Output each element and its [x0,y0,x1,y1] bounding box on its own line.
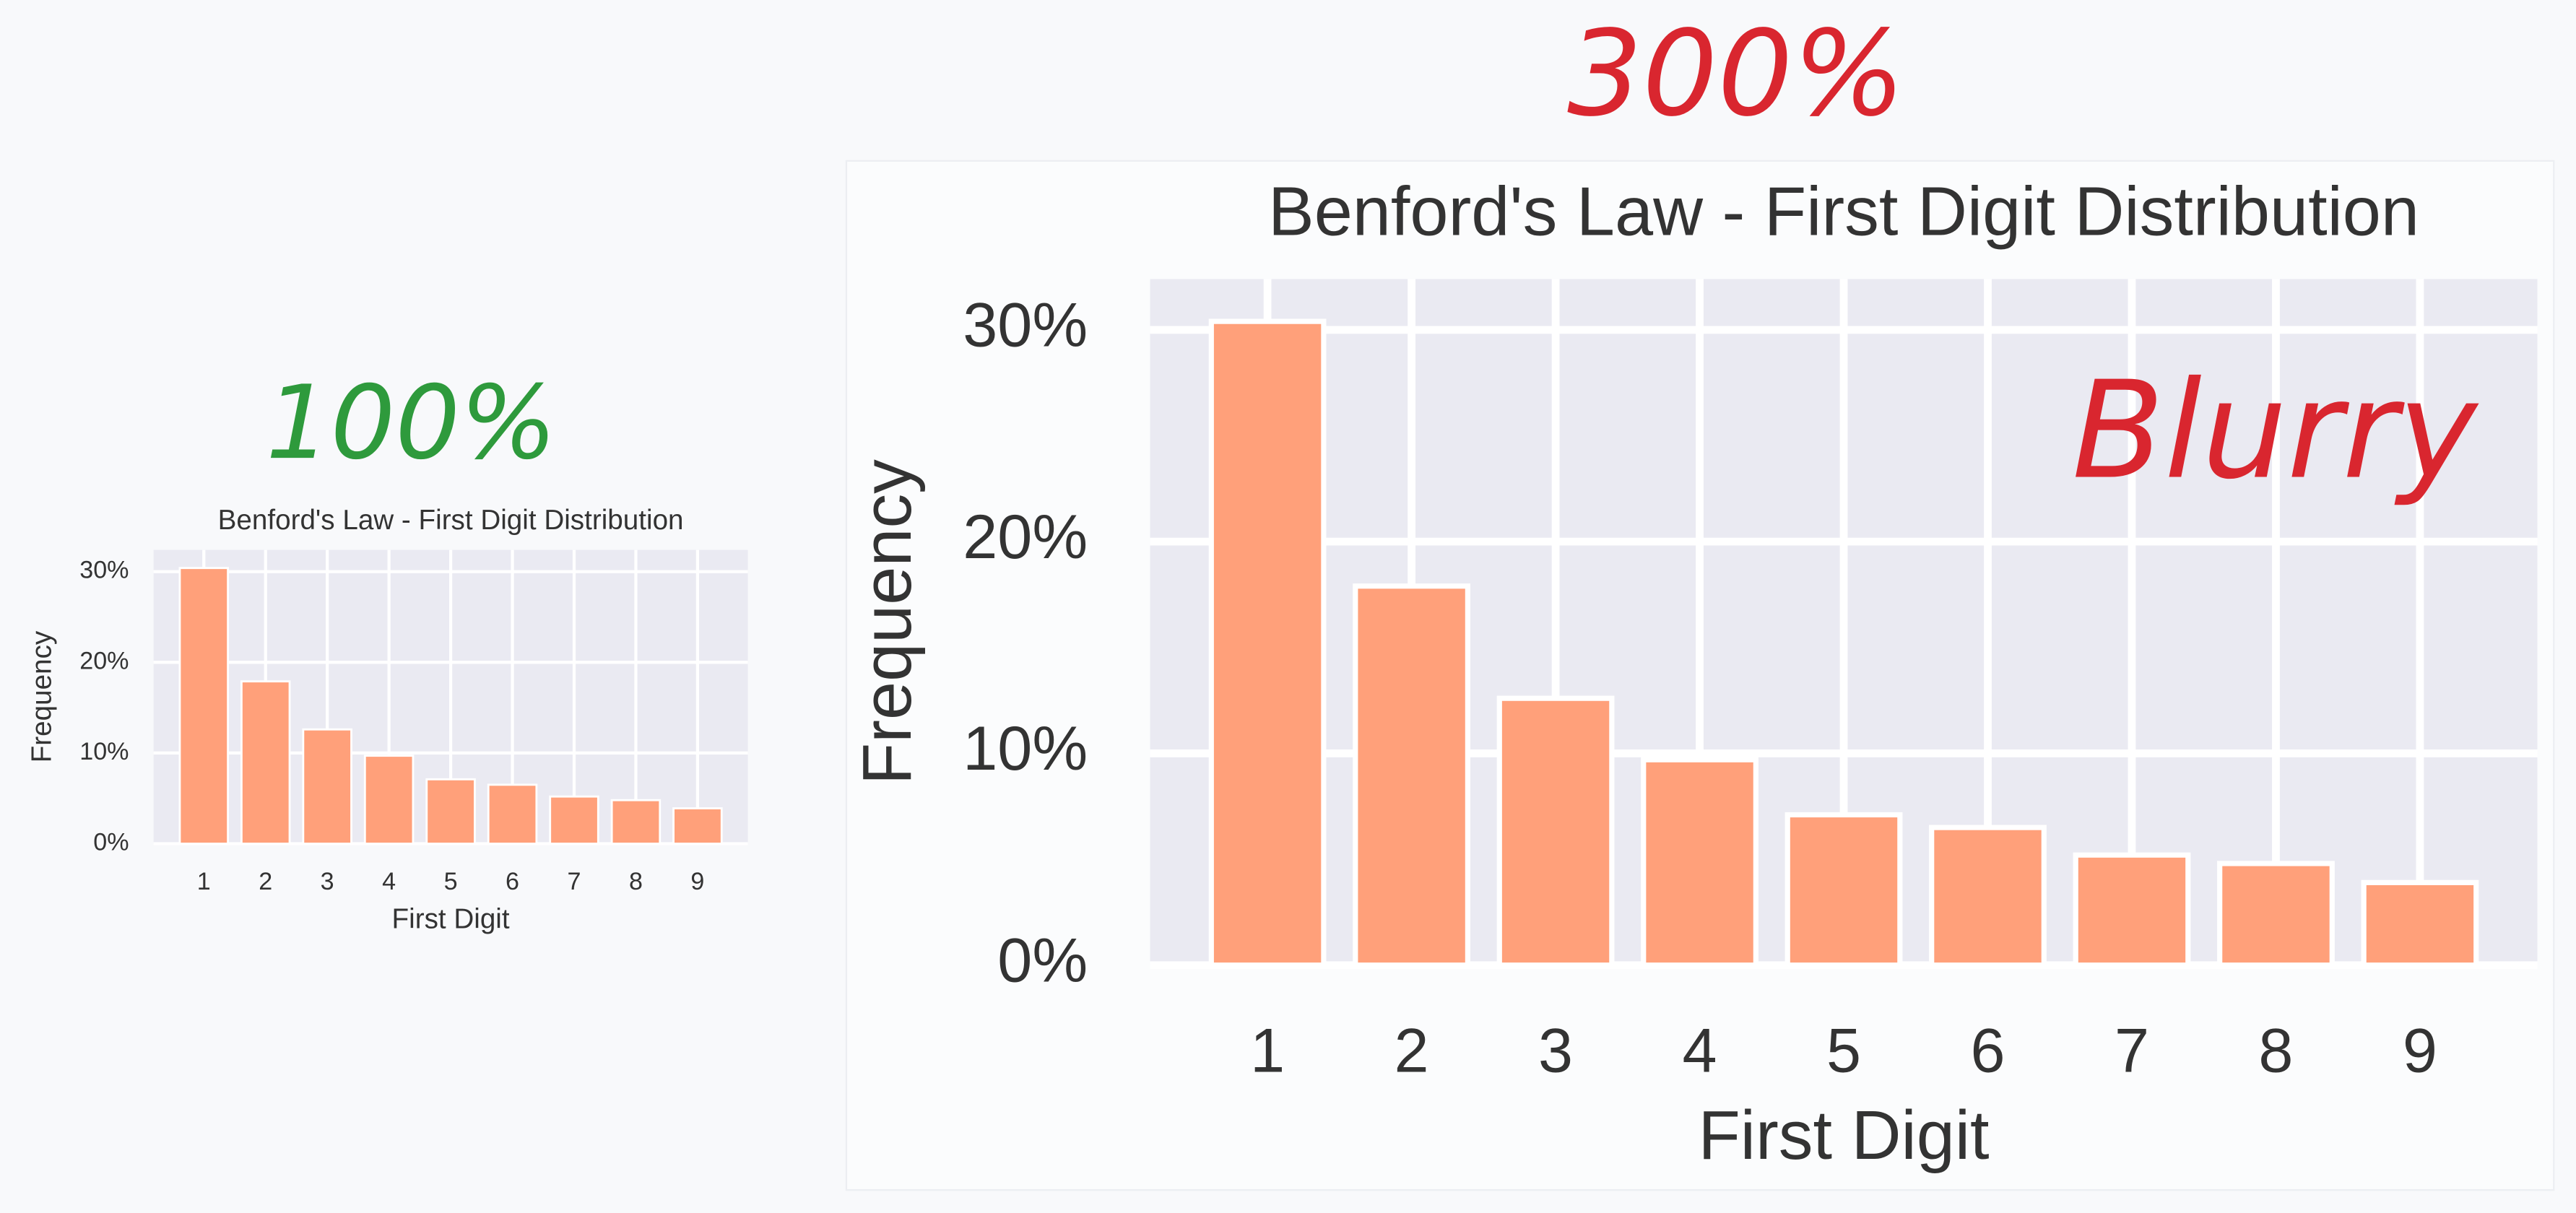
bar [1929,825,2047,968]
bar [178,567,230,845]
y-tick-label: 10% [963,714,1088,783]
x-tick-label: 6 [506,868,519,895]
bar [487,783,538,845]
bar [1784,812,1903,968]
x-tick-label: 5 [1826,1017,1861,1086]
x-axis-label: First Digit [392,904,510,935]
x-tick-label: 3 [1538,1017,1573,1086]
x-tick-label: 2 [259,868,272,895]
y-tick-label: 20% [79,647,129,674]
bar [549,795,599,845]
bar [2217,861,2335,968]
bar [672,807,723,845]
bar [425,778,476,845]
x-tick-label: 8 [629,868,643,895]
x-tick-label: 9 [2403,1017,2437,1086]
annotation: Blurry [2072,352,2479,509]
y-tick-label: 0% [997,926,1088,996]
y-tick-label: 10% [79,738,129,765]
bar [1496,695,1615,968]
x-tick-label: 8 [2258,1017,2293,1086]
x-tick-label: 7 [568,868,581,895]
chart-title: Benford's Law - First Digit Distribution [218,505,684,536]
y-tick-label: 0% [93,829,129,856]
bar [240,680,291,845]
y-tick-label: 30% [79,557,129,584]
x-tick-label: 4 [1683,1017,1717,1086]
x-tick-label: 1 [197,868,211,895]
annotation: 100% [266,364,557,482]
x-tick-label: 9 [690,868,704,895]
x-tick-label: 5 [444,868,458,895]
y-tick-label: 20% [963,503,1088,572]
y-axis-label: Frequency [27,630,58,762]
bar [363,755,415,845]
bar [610,799,662,845]
bar [2361,879,2479,968]
x-tick-label: 7 [2115,1017,2149,1086]
annotation: 300% [1567,5,1905,143]
bar [1208,318,1327,968]
bar [1353,583,1470,968]
x-tick-label: 4 [382,868,396,895]
x-tick-label: 6 [1970,1017,2005,1086]
bar [302,728,352,845]
bar [1641,757,1758,968]
y-tick-label: 30% [963,291,1088,360]
x-tick-label: 2 [1395,1017,1429,1086]
x-tick-label: 3 [321,868,334,895]
bar [2073,852,2191,968]
x-tick-label: 1 [1250,1017,1285,1086]
y-axis-label: Frequency [849,459,926,785]
chart-title: Benford's Law - First Digit Distribution [1268,173,2419,250]
x-axis-label: First Digit [1698,1097,1989,1174]
